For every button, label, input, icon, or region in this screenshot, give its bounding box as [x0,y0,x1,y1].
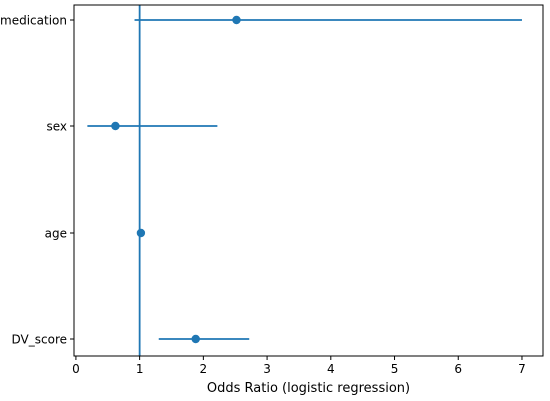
x-axis-label: Odds Ratio (logistic regression) [207,381,410,396]
y-tick-label-sex: sex [46,120,67,134]
y-tick-label-age: age [45,227,67,241]
point-estimate-DV_score [191,334,200,344]
point-estimate-sex [111,121,120,131]
plot-layer [87,5,522,356]
x-tick-label-6: 6 [454,362,462,376]
x-tick-label-4: 4 [327,362,335,376]
x-tick-label-2: 2 [200,362,208,376]
x-tick-label-5: 5 [391,362,399,376]
plot-frame [73,4,544,357]
x-tick-label-1: 1 [136,362,144,376]
x-tick-label-3: 3 [263,362,271,376]
x-tick-label-7: 7 [518,362,526,376]
axis-layer: 0 1 2 3 4 5 6 7 medication sex age DV_score [0,14,526,377]
point-estimate-age [136,228,146,238]
y-tick-label-DV_score: DV_score [12,333,67,347]
x-tick-label-0: 0 [72,362,80,376]
y-tick-label-medication: medication [0,14,67,28]
point-estimate-medication [232,15,241,25]
